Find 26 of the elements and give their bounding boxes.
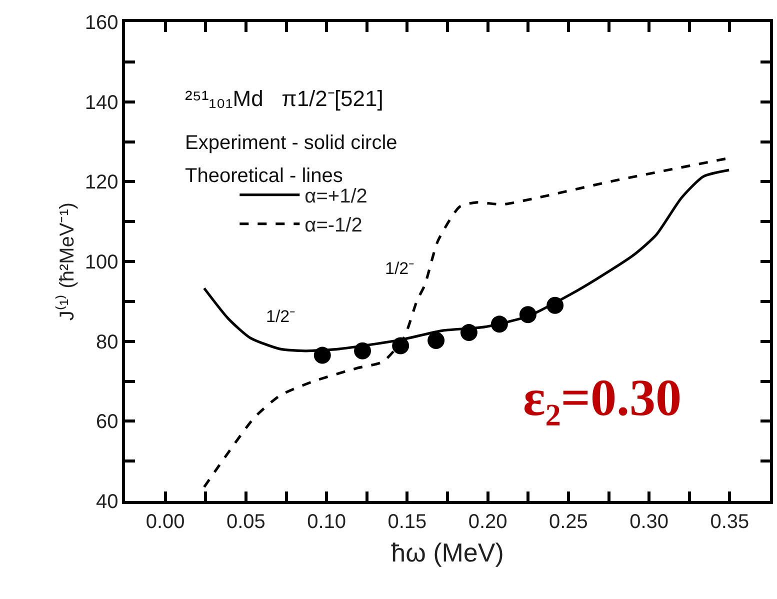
x-tick-label: 0.15	[388, 510, 427, 533]
annotation: 1/2⁻	[266, 307, 296, 326]
y-tick-label: 60	[96, 411, 118, 434]
annotation: Experiment - solid circle	[185, 132, 398, 154]
y-tick-label: 140	[84, 92, 118, 114]
y-tick-label: 120	[84, 172, 118, 194]
x-tick-label: 0.10	[307, 510, 346, 533]
point	[428, 332, 445, 350]
y-axis-title: J⁽¹⁾ (ħ²MeV⁻¹)	[54, 202, 78, 321]
annotation: 1/2⁻	[385, 259, 415, 278]
x-tick-label: 0.00	[146, 510, 185, 533]
y-tick-label: 80	[96, 331, 118, 354]
y-tick-label: 160	[84, 12, 118, 34]
x-axis-title: ħω (MeV)	[391, 537, 504, 568]
legend-label: α=-1/2	[304, 214, 362, 237]
annotation: ε₂=0.30	[523, 370, 682, 427]
y-tick-label: 40	[96, 491, 118, 513]
x-tick-label: 0.30	[630, 510, 669, 533]
x-tick-label: 0.05	[226, 510, 266, 533]
legend-label: α=+1/2	[304, 186, 368, 208]
x-tick-label: 0.20	[468, 510, 508, 533]
y-tick-label: 100	[84, 252, 118, 274]
annotation: Theoretical - lines	[185, 165, 343, 187]
x-tick-label: 0.35	[710, 510, 750, 533]
x-tick-label: 0.25	[548, 510, 588, 533]
annotation: ²⁵¹₁₀₁Md π1/2⁻[521]	[185, 86, 384, 111]
